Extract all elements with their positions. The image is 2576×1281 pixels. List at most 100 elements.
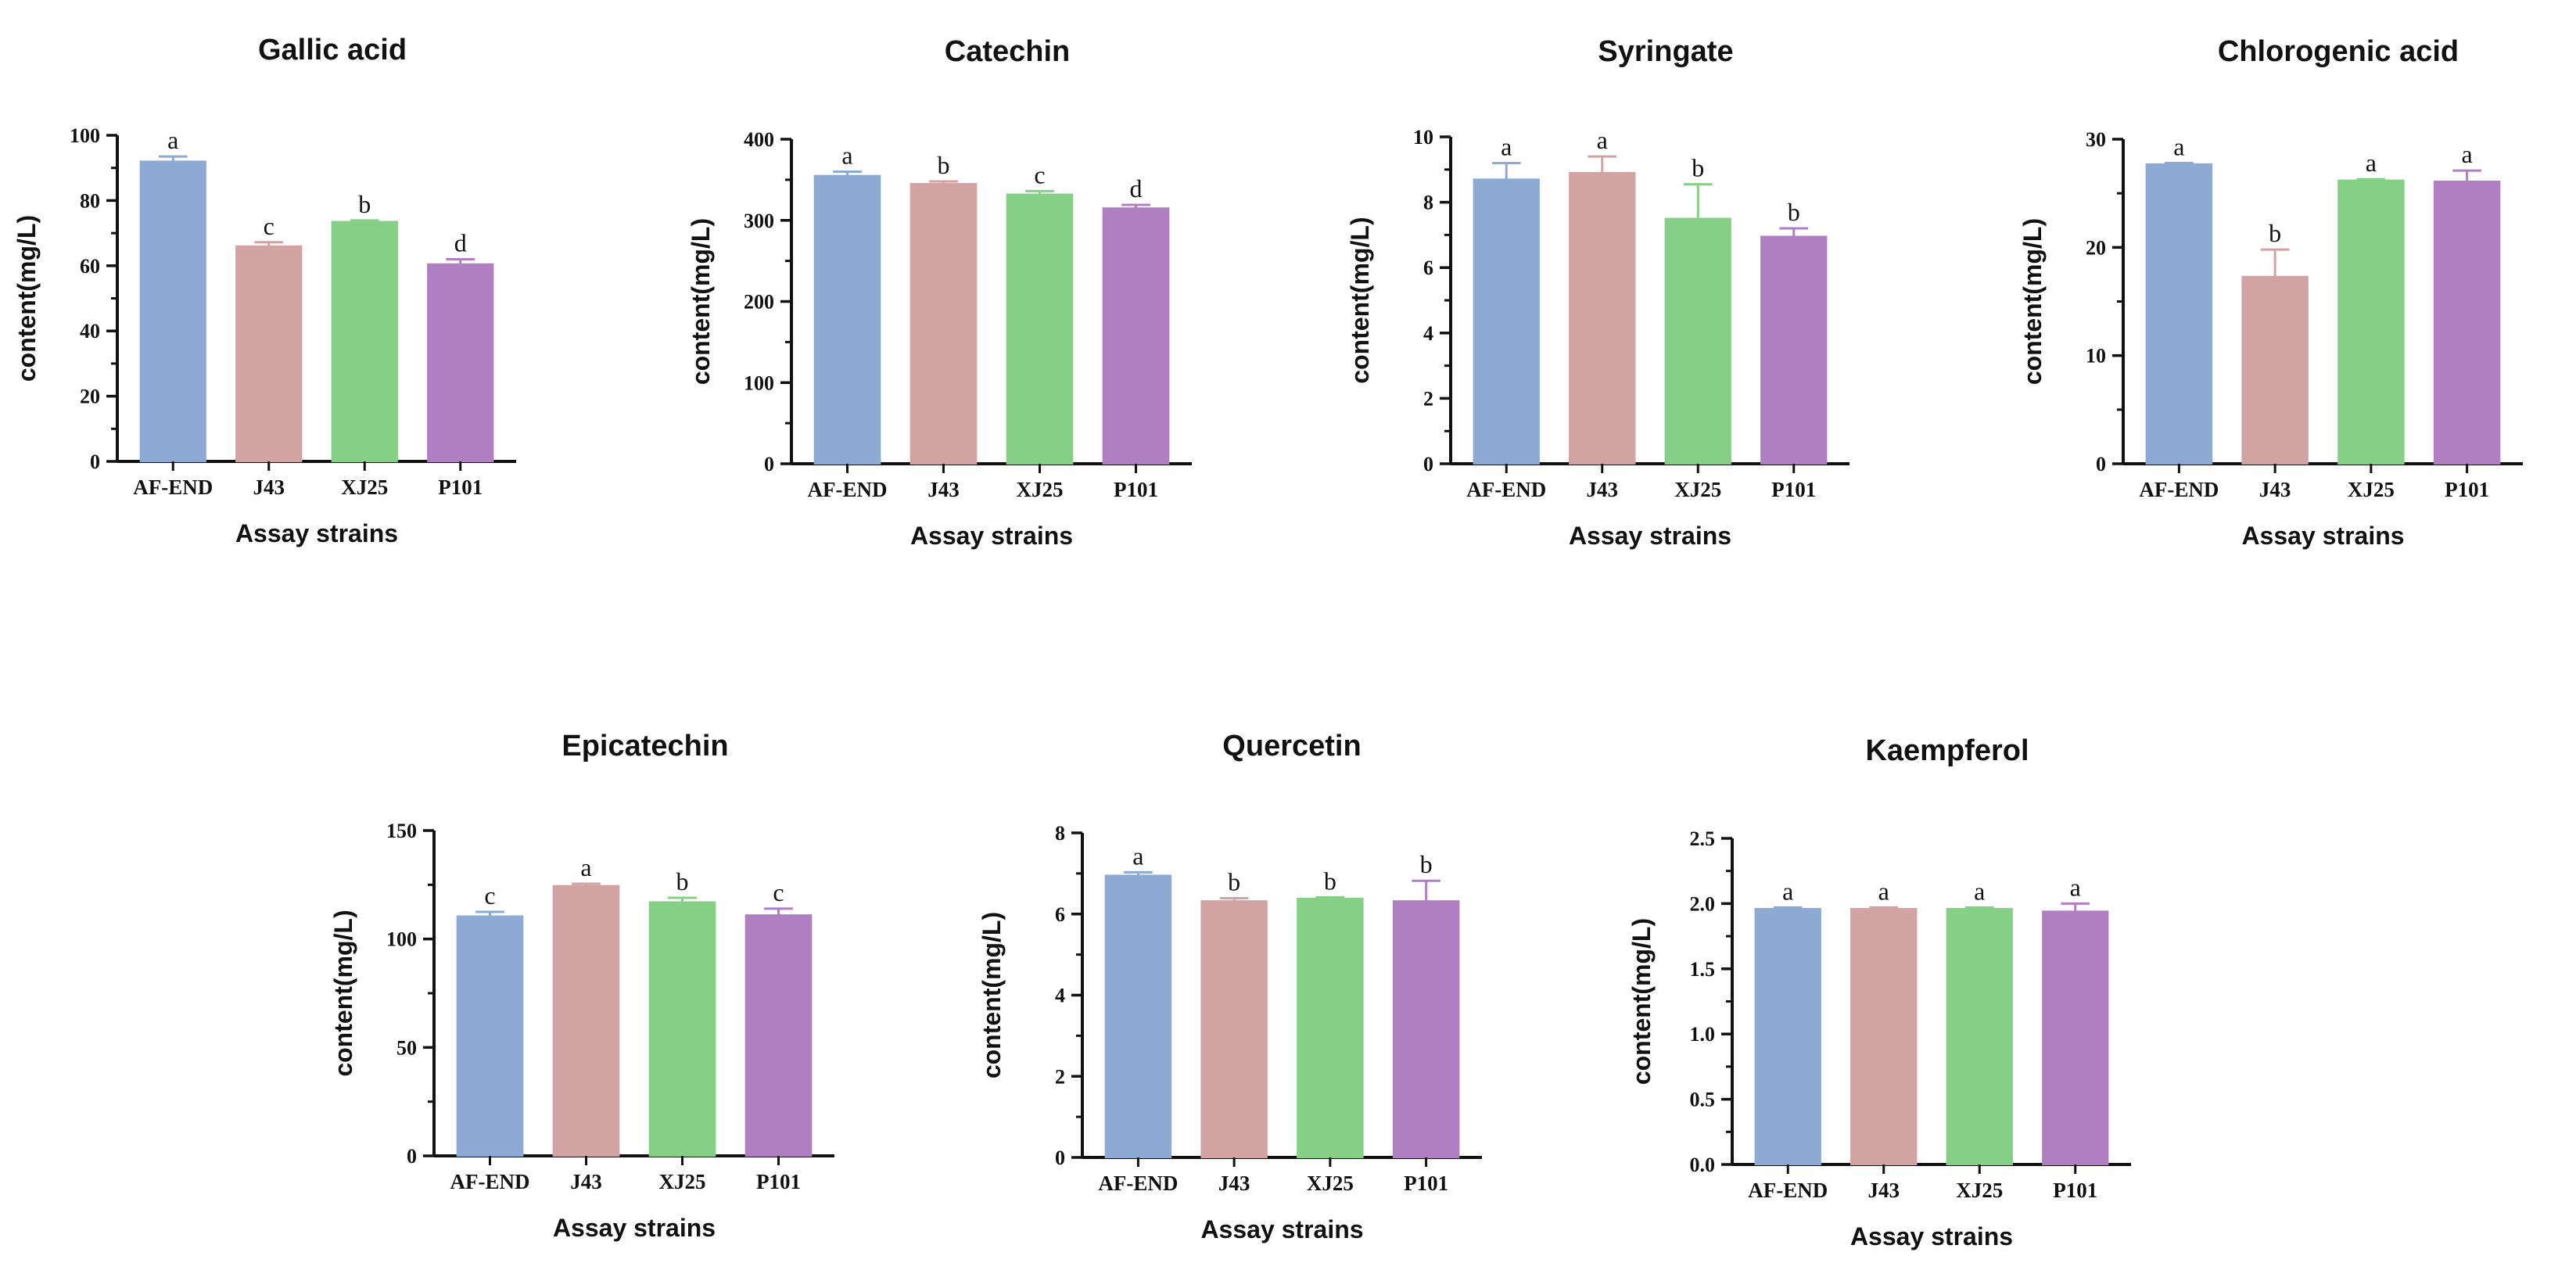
x-axis-label: Assay strains [1569,522,1731,550]
x-axis-label: Assay strains [1850,1222,2013,1250]
chart-title: Syringate [1598,35,1733,68]
chart-title: Kaempferol [1865,734,2029,767]
y-tick-label: 0.5 [1690,1089,1716,1111]
significance-letter: d [1130,174,1143,203]
chart-title: Epicatechin [561,730,728,762]
x-category-label: XJ25 [659,1170,706,1193]
significance-letter: a [2366,149,2377,177]
chart-title: Chlorogenic acid [2218,35,2459,68]
y-tick-label: 2.0 [1690,892,1716,915]
y-axis-label: content(mg/L) [978,912,1006,1078]
x-category-label: J43 [570,1170,602,1193]
chart-title: Gallic acid [258,34,407,66]
y-tick-label: 4 [1055,985,1065,1007]
x-category-label: P101 [2053,1179,2097,1202]
y-tick-label: 100 [70,124,100,147]
x-category-label: P101 [1771,478,1816,501]
y-tick-label: 6 [1055,903,1065,926]
significance-letter: c [484,881,495,910]
significance-letter: a [580,853,591,881]
x-category-label: AF-END [808,478,888,501]
y-axis-label: content(mg/L) [329,910,357,1076]
x-category-label: AF-END [1098,1172,1178,1195]
significance-letter: a [1132,841,1143,870]
y-tick-label: 0 [1055,1146,1065,1169]
y-axis-label: content(mg/L) [1346,217,1374,383]
y-tick-label: 10 [2086,345,2106,368]
significance-letter: d [454,228,467,257]
x-category-label: P101 [1404,1172,1448,1195]
y-tick-label: 0 [764,453,774,475]
y-tick-label: 200 [744,291,774,314]
y-tick-label: 20 [80,386,100,408]
bar-j43 [552,884,620,1157]
bar-xj25 [2337,179,2405,465]
bar-xj25 [1297,898,1364,1158]
x-category-label: AF-END [133,475,213,499]
significance-letter: a [2070,873,2081,901]
significance-letter: c [264,212,274,240]
x-category-label: J43 [1868,1179,1900,1202]
bar-xj25 [331,221,398,462]
y-tick-label: 8 [1055,822,1065,845]
significance-letter: a [1597,126,1608,154]
y-tick-label: 10 [1413,126,1433,149]
significance-letter: b [1228,868,1240,896]
bar-af-end [2145,163,2213,465]
bar-j43 [1200,900,1268,1159]
significance-letter: b [1420,850,1433,878]
x-category-label: J43 [253,475,285,499]
y-tick-label: 30 [2086,128,2106,151]
bar-xj25 [1006,193,1074,465]
y-tick-label: 2.5 [1690,827,1716,850]
x-category-label: J43 [927,478,960,501]
significance-letter: b [676,867,689,895]
significance-letter: c [773,878,784,906]
x-category-label: AF-END [2139,478,2219,501]
y-tick-label: 4 [1423,322,1433,345]
significance-letter: a [1878,877,1889,905]
x-category-label: XJ25 [341,475,388,499]
x-category-label: AF-END [1748,1179,1828,1202]
chart-panel-5: Quercetin 0 2 4 6 8 content(mg/L) a AF-END b J43 b X… [978,730,1482,1243]
x-category-label: J43 [1218,1172,1250,1195]
chart-title: Catechin [945,35,1070,68]
bar-j43 [909,183,978,465]
x-category-label: XJ25 [1017,478,1064,501]
bar-af-end [1754,908,1821,1166]
y-tick-label: 100 [386,928,417,951]
y-axis-label: content(mg/L) [1627,918,1656,1085]
x-axis-label: Assay strains [235,519,398,547]
significance-letter: a [1501,132,1512,160]
significance-letter: b [1788,198,1800,226]
chart-panel-1: Catechin 0 100 200 300 400 content(mg/L) a AF-EN… [687,35,1192,550]
bar-af-end [1104,874,1172,1158]
significance-letter: a [841,142,852,170]
y-tick-label: 1.0 [1690,1023,1716,1046]
significance-letter: b [1692,154,1704,182]
x-category-label: XJ25 [2348,478,2395,501]
x-category-label: XJ25 [1307,1172,1354,1195]
bar-xj25 [1664,217,1731,465]
y-tick-label: 1.5 [1690,958,1716,981]
y-tick-label: 0.0 [1690,1154,1716,1176]
x-category-label: XJ25 [1674,478,1721,501]
bar-af-end [1473,178,1540,465]
bar-p101 [427,263,494,462]
significance-letter: b [2269,219,2281,247]
bar-p101 [1102,207,1170,465]
bar-p101 [744,914,813,1157]
chart-title: Quercetin [1222,730,1361,762]
bar-j43 [1850,908,1918,1166]
y-axis-label: content(mg/L) [13,215,41,382]
x-category-label: AF-END [1466,478,1546,501]
bar-p101 [1760,235,1828,465]
bar-p101 [2042,910,2109,1165]
y-tick-label: 100 [744,371,774,394]
significance-letter: a [167,126,178,154]
x-category-label: P101 [1114,478,1158,501]
chart-panel-6: Kaempferol 0.0 0.5 1.0 1.5 2.0 2.5 content(mg/L… [1627,734,2131,1250]
significance-letter: a [1782,877,1793,905]
significance-letter: a [2462,140,2473,168]
bar-xj25 [648,901,716,1157]
